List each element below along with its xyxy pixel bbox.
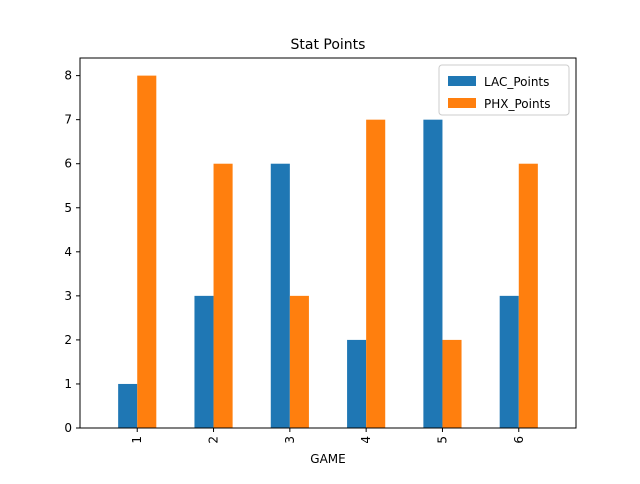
x-tick-label: 1	[130, 436, 144, 444]
legend-swatch-PHX_Points	[448, 98, 476, 108]
x-tick-label: 5	[435, 436, 449, 444]
x-tick-label: 2	[207, 436, 221, 444]
y-axis: 0 1 2 3 4 5 6 7 8	[64, 69, 80, 435]
bar-PHX_Points-game-5	[442, 339, 462, 428]
bars-layer	[118, 75, 538, 429]
y-tick-label: 5	[64, 201, 72, 215]
bar-LAC_Points-game-6	[499, 295, 519, 428]
bar-LAC_Points-game-5	[423, 119, 443, 429]
legend-swatch-LAC_Points	[448, 76, 476, 86]
bar-PHX_Points-game-2	[213, 163, 233, 428]
bar-PHX_Points-game-6	[518, 163, 538, 428]
bar-LAC_Points-game-1	[118, 383, 138, 428]
x-tick-label: 6	[512, 436, 526, 444]
y-tick-label: 1	[64, 377, 72, 391]
x-axis: 1 2 3 4 5 6	[130, 428, 526, 444]
chart-title: Stat Points	[291, 37, 366, 53]
bar-PHX_Points-game-3	[289, 295, 309, 428]
y-tick-label: 6	[64, 157, 72, 171]
bar-PHX_Points-game-4	[366, 119, 386, 429]
x-tick-label: 4	[359, 436, 373, 444]
y-tick-label: 0	[64, 421, 72, 435]
y-tick-label: 4	[64, 245, 72, 259]
y-tick-label: 7	[64, 113, 72, 127]
y-tick-label: 3	[64, 289, 72, 303]
x-axis-label: GAME	[310, 452, 345, 466]
bar-LAC_Points-game-3	[270, 163, 290, 428]
legend-label-PHX_Points: PHX_Points	[484, 97, 551, 111]
bar-LAC_Points-game-4	[347, 339, 367, 428]
bar-LAC_Points-game-2	[194, 295, 214, 428]
legend-label-LAC_Points: LAC_Points	[484, 75, 549, 89]
legend: LAC_Points PHX_Points	[438, 64, 570, 116]
y-tick-label: 2	[64, 333, 72, 347]
plot-area-frame	[79, 57, 577, 429]
y-tick-label: 8	[64, 69, 72, 83]
bar-PHX_Points-game-1	[137, 75, 157, 429]
x-tick-label: 3	[283, 436, 297, 444]
